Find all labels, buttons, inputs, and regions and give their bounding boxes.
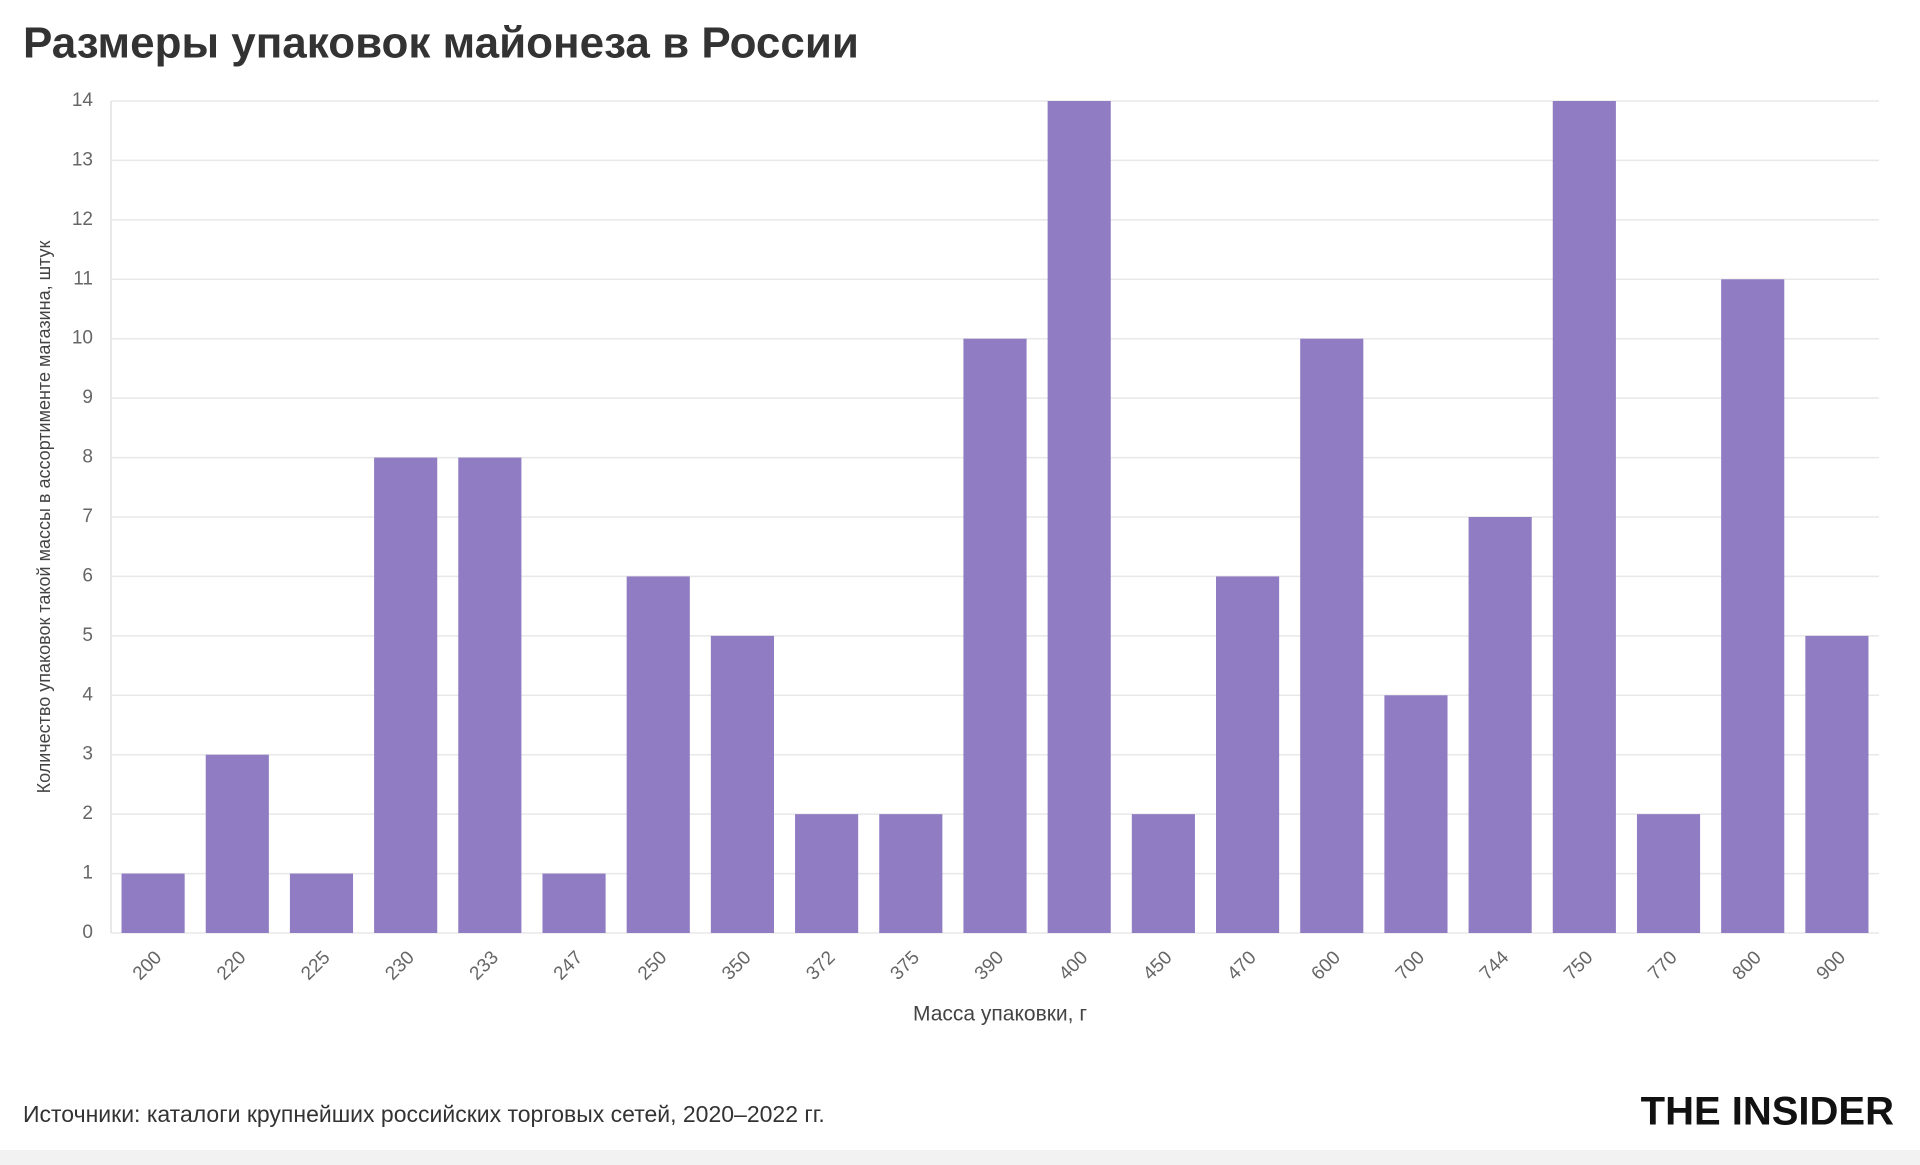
x-tick-label: 247 xyxy=(550,947,587,984)
y-tick-label: 1 xyxy=(82,863,93,884)
y-tick-label: 10 xyxy=(72,328,93,349)
y-tick-label: 7 xyxy=(82,506,93,527)
y-tick-label: 3 xyxy=(82,744,93,765)
bar xyxy=(795,814,859,933)
bar xyxy=(1131,814,1195,933)
bar xyxy=(458,457,522,933)
y-tick-label: 11 xyxy=(73,268,93,289)
bar xyxy=(1047,101,1111,933)
y-tick-label: 9 xyxy=(82,387,93,408)
x-tick-label: 230 xyxy=(381,947,418,984)
y-tick-label: 14 xyxy=(72,90,94,111)
source: Источники: каталоги крупнейших российски… xyxy=(23,1101,825,1127)
x-tick-label: 225 xyxy=(297,947,334,984)
x-tick-label: 372 xyxy=(802,947,839,984)
bar xyxy=(1721,279,1785,933)
bar xyxy=(963,338,1027,933)
bar xyxy=(1384,695,1448,933)
x-tick-label: 700 xyxy=(1392,947,1429,984)
x-tick-label: 400 xyxy=(1055,947,1092,984)
y-tick-label: 4 xyxy=(82,684,93,705)
x-tick-label: 900 xyxy=(1813,947,1850,984)
x-tick-label: 233 xyxy=(466,947,503,984)
x-tick-label: 450 xyxy=(1139,947,1176,984)
bar xyxy=(1636,814,1701,933)
y-axis-title: Количество упаковок такой массы в ассорт… xyxy=(34,241,54,794)
y-tick-label: 6 xyxy=(82,565,93,586)
bar xyxy=(626,576,690,933)
bar xyxy=(1805,635,1869,933)
y-tick-label: 8 xyxy=(82,447,93,468)
x-tick-label: 770 xyxy=(1644,947,1681,984)
x-tick-label: 390 xyxy=(971,947,1008,984)
x-tick-label: 375 xyxy=(887,947,924,984)
bar xyxy=(710,635,774,933)
bar xyxy=(1468,517,1532,933)
x-tick-label: 744 xyxy=(1476,947,1514,985)
bar xyxy=(1300,338,1364,933)
x-tick-label: 470 xyxy=(1223,947,1260,984)
chart-title: Размеры упаковок майонеза в России xyxy=(23,19,859,68)
x-tick-label: 250 xyxy=(634,947,671,984)
x-tick-label: 200 xyxy=(129,947,166,984)
bottom-bar xyxy=(0,1150,1920,1165)
bar xyxy=(542,873,606,933)
bar xyxy=(205,754,269,933)
x-tick-label: 750 xyxy=(1560,947,1597,984)
bar xyxy=(121,873,185,933)
bar xyxy=(1552,101,1616,933)
x-axis-title: Масса упаковки, г xyxy=(913,1003,1087,1026)
x-tick-label: 800 xyxy=(1729,947,1766,984)
bar xyxy=(374,457,438,933)
x-tick-label: 220 xyxy=(213,947,250,984)
logo: THE INSIDER xyxy=(1641,1090,1894,1134)
x-tick-label: 350 xyxy=(718,947,755,984)
y-tick-label: 13 xyxy=(72,149,93,170)
y-tick-label: 2 xyxy=(82,803,93,824)
x-tick-label: 600 xyxy=(1308,947,1345,984)
bar xyxy=(879,814,943,933)
bar xyxy=(289,873,354,933)
y-tick-label: 5 xyxy=(82,625,93,646)
bar xyxy=(1216,576,1280,933)
y-tick-label: 0 xyxy=(82,922,93,943)
y-tick-label: 12 xyxy=(72,209,93,230)
